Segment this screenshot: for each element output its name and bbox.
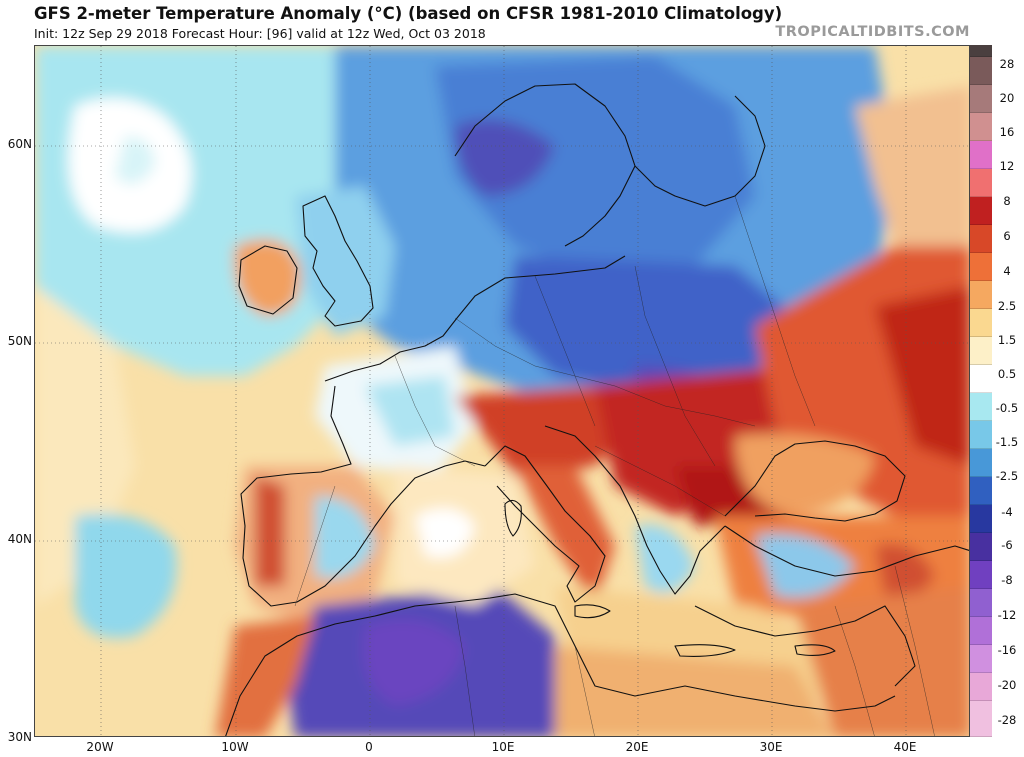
colorbar-cell bbox=[970, 337, 992, 365]
colorbar-label: 4 bbox=[1003, 264, 1011, 278]
colorbar-label: 28 bbox=[999, 57, 1015, 71]
map-canvas bbox=[35, 46, 969, 736]
scandinavia-outline bbox=[454, 83, 636, 247]
colorbar-cell bbox=[970, 309, 992, 337]
colorbar-cell bbox=[970, 281, 992, 309]
colorbar-cell bbox=[970, 57, 992, 85]
graticule bbox=[35, 46, 969, 736]
anomaly-fields bbox=[35, 46, 969, 736]
lat-label-50n: 50N bbox=[7, 334, 32, 348]
colorbar-label: 2.5 bbox=[997, 299, 1017, 313]
crete-outline bbox=[674, 644, 736, 657]
colorbar-label: -4 bbox=[1001, 505, 1013, 519]
colorbar-label: -1.5 bbox=[995, 435, 1019, 449]
lon-label-30e: 30E bbox=[759, 740, 783, 754]
colorbar-cell bbox=[970, 673, 992, 701]
colorbar-label: -0.5 bbox=[995, 401, 1019, 415]
lat-label-30n: 30N bbox=[7, 730, 32, 744]
colorbar-cell bbox=[970, 701, 992, 737]
lon-label-40e: 40E bbox=[893, 740, 917, 754]
north-africa-coast bbox=[225, 593, 896, 736]
colorbar-label: -12 bbox=[997, 608, 1017, 622]
colorbar-cell bbox=[970, 141, 992, 169]
country-borders bbox=[294, 195, 935, 736]
anomaly-map bbox=[34, 45, 970, 737]
anatolia-north-coast bbox=[724, 525, 969, 577]
colorbar-cell bbox=[970, 85, 992, 113]
colorbar-cell bbox=[970, 533, 992, 561]
colorbar-label: 6 bbox=[1003, 229, 1011, 243]
iberia-france-coast bbox=[240, 385, 486, 607]
lon-label-20w: 20W bbox=[86, 740, 114, 754]
colorbar-cell bbox=[970, 197, 992, 225]
lon-label-20e: 20E bbox=[625, 740, 649, 754]
colorbar-label: 8 bbox=[1003, 194, 1011, 208]
black-sea-outline bbox=[724, 440, 906, 522]
colorbar-cell bbox=[970, 45, 992, 57]
lon-label-0: 0 bbox=[365, 740, 373, 754]
colorbar-cell bbox=[970, 505, 992, 533]
colorbar-cell bbox=[970, 449, 992, 477]
forecast-info: Init: 12z Sep 29 2018 Forecast Hour: [96… bbox=[34, 26, 486, 41]
sicily-outline bbox=[574, 604, 611, 619]
adriatic-balkan-coast bbox=[544, 425, 726, 595]
colorbar-label: -6 bbox=[1001, 538, 1013, 552]
colorbar-cell bbox=[970, 113, 992, 141]
coastlines bbox=[225, 83, 969, 736]
lon-label-10w: 10W bbox=[221, 740, 249, 754]
italy-outline bbox=[484, 445, 606, 603]
colorbar-label: -20 bbox=[997, 678, 1017, 692]
colorbar-cell bbox=[970, 169, 992, 197]
corsica-sardinia-outline bbox=[504, 499, 522, 537]
lat-label-40n: 40N bbox=[7, 532, 32, 546]
colorbar-label: -16 bbox=[997, 643, 1017, 657]
colorbar-cell bbox=[970, 253, 992, 281]
continent-north-coast bbox=[324, 255, 626, 382]
cyprus-outline bbox=[794, 644, 836, 657]
anatolia-south-coast bbox=[694, 605, 916, 687]
great-britain-outline bbox=[302, 195, 374, 327]
colorbar-cell bbox=[970, 477, 992, 505]
colorbar-label: 0.5 bbox=[997, 367, 1017, 381]
colorbar-cell bbox=[970, 561, 992, 589]
colorbar-label: 20 bbox=[999, 91, 1015, 105]
colorbar: 28 20 16 12 8 6 4 2.5 1.5 0.5 -0.5 -1.5 … bbox=[970, 45, 1024, 737]
colorbar-label: 16 bbox=[999, 125, 1015, 139]
lon-label-10e: 10E bbox=[491, 740, 515, 754]
chart-title: GFS 2-meter Temperature Anomaly (°C) (ba… bbox=[34, 4, 783, 23]
colorbar-cell bbox=[970, 589, 992, 617]
colorbar-label: -2.5 bbox=[995, 469, 1019, 483]
colorbar-label: 12 bbox=[999, 159, 1015, 173]
colorbar-cell bbox=[970, 393, 992, 421]
colorbar-cell bbox=[970, 365, 992, 393]
brand-watermark: TROPICALTIDBITS.COM bbox=[775, 24, 970, 40]
colorbar-cell bbox=[970, 645, 992, 673]
colorbar-cell bbox=[970, 421, 992, 449]
colorbar-cell bbox=[970, 225, 992, 253]
ireland-outline bbox=[238, 245, 298, 315]
colorbar-label: -8 bbox=[1001, 573, 1013, 587]
colorbar-cell bbox=[970, 617, 992, 645]
colorbar-label: 1.5 bbox=[997, 333, 1017, 347]
lat-label-60n: 60N bbox=[7, 137, 32, 151]
colorbar-label: -28 bbox=[997, 713, 1017, 727]
